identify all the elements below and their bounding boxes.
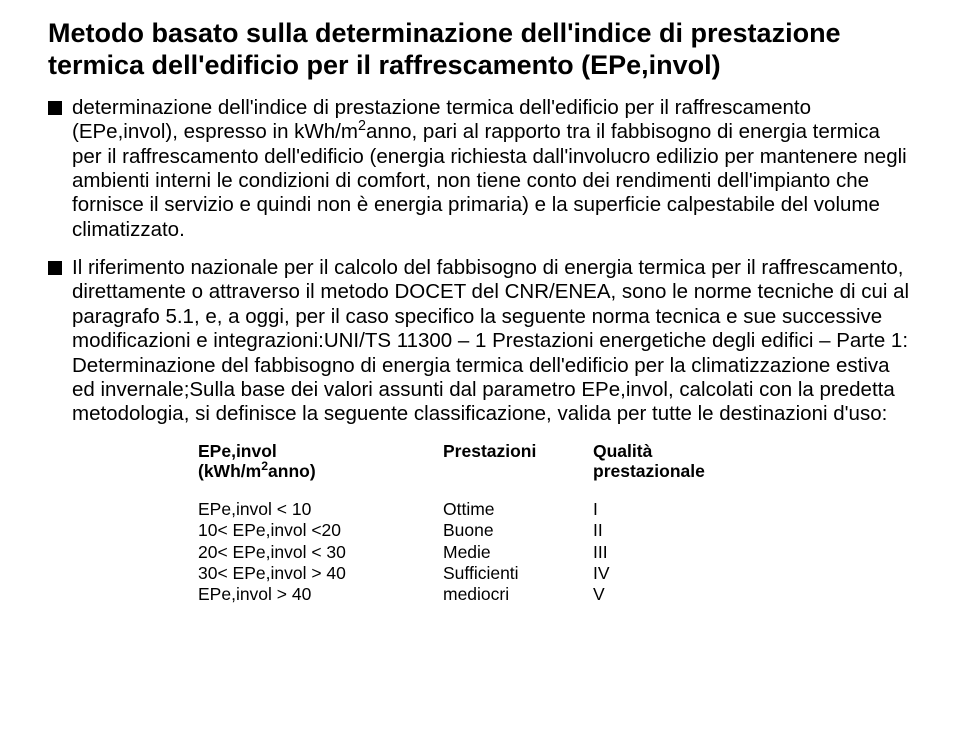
cell-range: 30< EPe,invol > 40	[198, 563, 443, 584]
header-text: EPe,invol	[198, 441, 277, 461]
cell-qual: II	[593, 520, 743, 541]
header-text: Prestazioni	[443, 441, 536, 461]
cell-qual: IV	[593, 563, 743, 584]
cell-prest: Sufficienti	[443, 563, 593, 584]
table-row: 10< EPe,invol <20 Buone II	[198, 520, 743, 541]
table-row: 30< EPe,invol > 40 Sufficienti IV	[198, 563, 743, 584]
page-title: Metodo basato sulla determinazione dell'…	[48, 18, 912, 82]
cell-qual: III	[593, 542, 743, 563]
cell-range: EPe,invol < 10	[198, 499, 443, 520]
bullet-text: determinazione dell'indice di prestazion…	[72, 96, 912, 242]
classification-table: EPe,invol (kWh/m2anno) Prestazioni Quali…	[198, 441, 912, 606]
bullet-marker-icon	[48, 261, 62, 275]
table-header: Qualità prestazionale	[593, 441, 743, 499]
superscript: 2	[358, 118, 366, 134]
bullet-marker-icon	[48, 101, 62, 115]
cell-qual: I	[593, 499, 743, 520]
table-row: EPe,invol < 10 Ottime I	[198, 499, 743, 520]
document-page: Metodo basato sulla determinazione dell'…	[0, 0, 960, 606]
cell-prest: Buone	[443, 520, 593, 541]
table-row: EPe,invol > 40 mediocri V	[198, 584, 743, 605]
bullet-item: determinazione dell'indice di prestazion…	[48, 96, 912, 242]
header-text: Qualità	[593, 441, 652, 461]
cell-range: 10< EPe,invol <20	[198, 520, 443, 541]
table-header: EPe,invol (kWh/m2anno)	[198, 441, 443, 499]
header-text: (kWh/m	[198, 461, 261, 481]
cell-range: EPe,invol > 40	[198, 584, 443, 605]
table-row: 20< EPe,invol < 30 Medie III	[198, 542, 743, 563]
table-header: Prestazioni	[443, 441, 593, 499]
cell-prest: mediocri	[443, 584, 593, 605]
bullet-text: Il riferimento nazionale per il calcolo …	[72, 256, 912, 427]
cell-range: 20< EPe,invol < 30	[198, 542, 443, 563]
cell-qual: V	[593, 584, 743, 605]
bullet-item: Il riferimento nazionale per il calcolo …	[48, 256, 912, 427]
header-text: prestazionale	[593, 461, 705, 481]
cell-prest: Ottime	[443, 499, 593, 520]
superscript: 2	[261, 459, 268, 473]
header-text: anno)	[268, 461, 316, 481]
cell-prest: Medie	[443, 542, 593, 563]
text-segment: Il riferimento nazionale per il calcolo …	[72, 256, 909, 425]
